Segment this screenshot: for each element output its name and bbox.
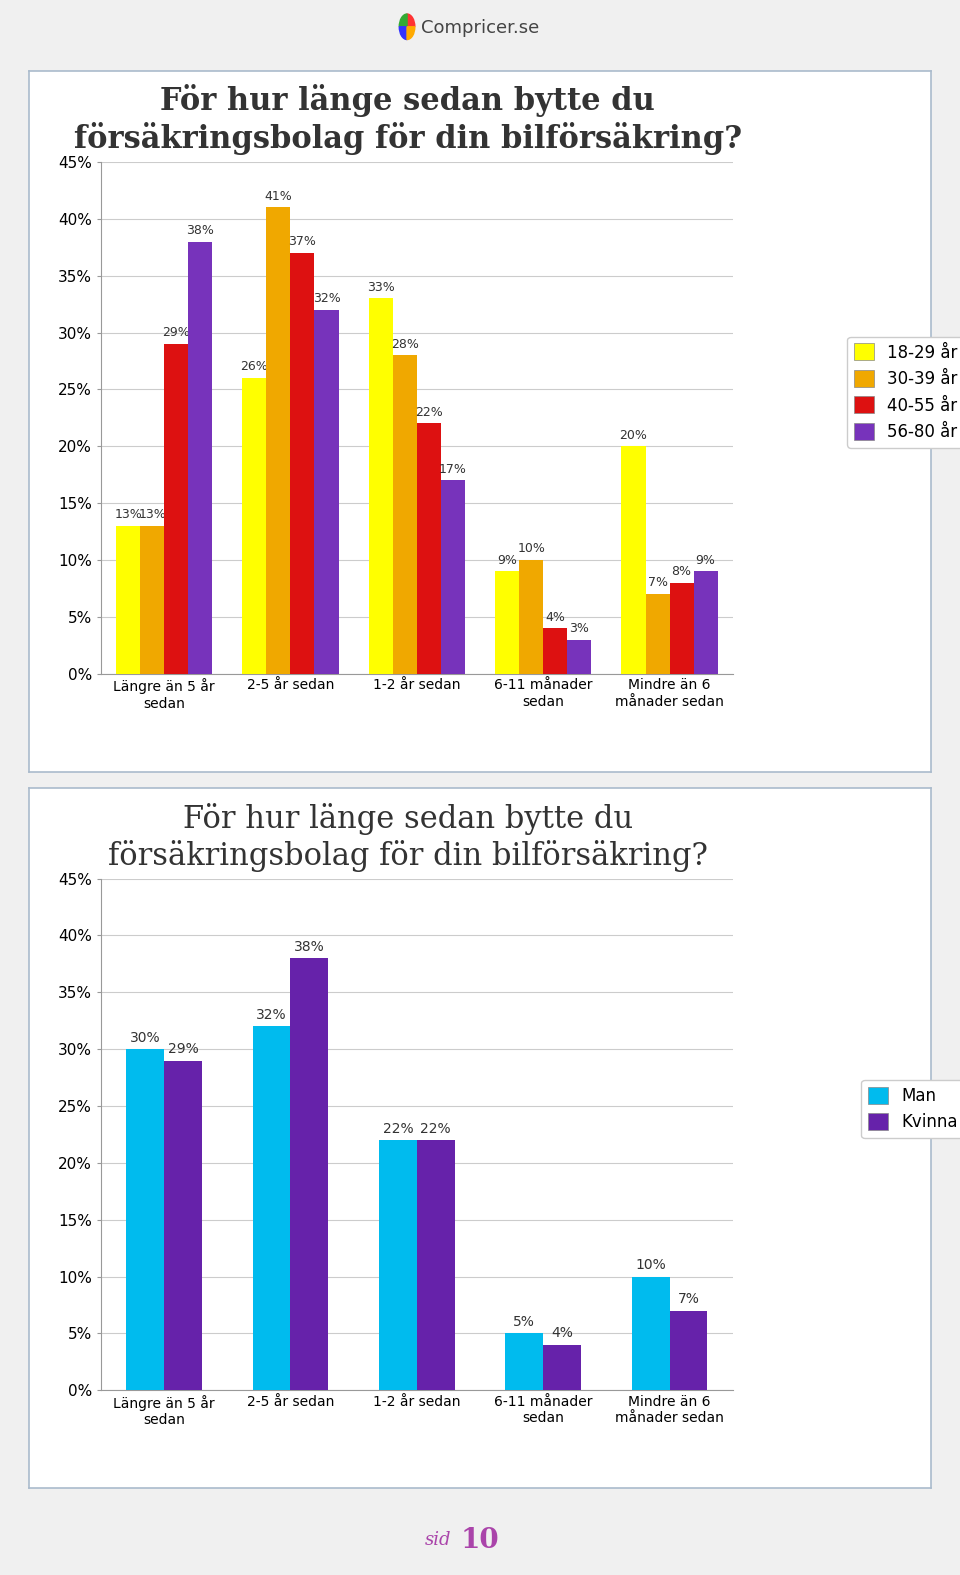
- Bar: [645, 594, 669, 674]
- Text: 29%: 29%: [162, 326, 190, 339]
- Text: 32%: 32%: [313, 293, 341, 306]
- Text: 28%: 28%: [391, 337, 419, 351]
- Text: 10%: 10%: [636, 1258, 666, 1273]
- Bar: [505, 1334, 543, 1391]
- Bar: [243, 378, 267, 674]
- Text: 29%: 29%: [168, 1043, 199, 1055]
- Text: 20%: 20%: [619, 428, 647, 441]
- Text: 13%: 13%: [138, 509, 166, 521]
- Bar: [543, 628, 567, 674]
- Bar: [164, 1060, 202, 1391]
- Text: 7%: 7%: [678, 1292, 700, 1306]
- Bar: [543, 1345, 581, 1391]
- Text: 38%: 38%: [294, 940, 324, 953]
- Bar: [116, 526, 140, 674]
- Text: För hur länge sedan bytte du
försäkringsbolag för din bilförsäkring?: För hur länge sedan bytte du försäkrings…: [74, 83, 742, 154]
- Text: 10%: 10%: [517, 542, 545, 556]
- Wedge shape: [399, 14, 407, 27]
- Text: 41%: 41%: [265, 191, 293, 203]
- Bar: [417, 424, 441, 674]
- Text: 7%: 7%: [647, 576, 667, 589]
- Bar: [188, 241, 212, 674]
- Wedge shape: [407, 27, 415, 39]
- Text: 10: 10: [461, 1526, 499, 1555]
- Bar: [393, 356, 417, 674]
- Bar: [315, 310, 339, 674]
- Text: 22%: 22%: [383, 1121, 413, 1136]
- Bar: [164, 343, 188, 674]
- Bar: [369, 298, 393, 674]
- Text: 22%: 22%: [415, 406, 443, 419]
- Text: 38%: 38%: [186, 224, 214, 236]
- Text: 9%: 9%: [696, 554, 715, 567]
- Text: För hur länge sedan bytte du
försäkringsbolag för din bilförsäkring?: För hur länge sedan bytte du försäkrings…: [108, 803, 708, 871]
- Bar: [291, 958, 328, 1391]
- Text: sid: sid: [424, 1531, 451, 1550]
- Legend: Man, Kvinna: Man, Kvinna: [861, 1080, 960, 1137]
- Bar: [693, 572, 717, 674]
- Bar: [632, 1277, 669, 1391]
- Bar: [140, 526, 164, 674]
- Text: 37%: 37%: [289, 235, 317, 249]
- Text: 26%: 26%: [241, 361, 269, 373]
- Text: 4%: 4%: [551, 1326, 573, 1340]
- Legend: 18-29 år, 30-39 år, 40-55 år, 56-80 år: 18-29 år, 30-39 år, 40-55 år, 56-80 år: [848, 337, 960, 447]
- Bar: [519, 561, 543, 674]
- Bar: [669, 1310, 708, 1391]
- Bar: [267, 208, 291, 674]
- Wedge shape: [399, 27, 407, 39]
- Bar: [495, 572, 519, 674]
- Wedge shape: [407, 14, 415, 27]
- Text: 5%: 5%: [514, 1315, 535, 1329]
- Bar: [441, 480, 465, 674]
- Bar: [291, 254, 315, 674]
- Bar: [417, 1140, 455, 1391]
- Text: 32%: 32%: [256, 1008, 287, 1022]
- Bar: [669, 583, 693, 674]
- Bar: [621, 446, 645, 674]
- Bar: [379, 1140, 417, 1391]
- Text: 3%: 3%: [569, 622, 589, 635]
- Text: Compricer.se: Compricer.se: [420, 19, 540, 38]
- Bar: [127, 1049, 164, 1391]
- Text: 17%: 17%: [439, 463, 467, 476]
- Text: 30%: 30%: [130, 1030, 160, 1044]
- Text: 4%: 4%: [545, 611, 565, 624]
- Text: 9%: 9%: [497, 554, 517, 567]
- Bar: [252, 1027, 291, 1391]
- Text: 8%: 8%: [671, 565, 691, 578]
- Text: 22%: 22%: [420, 1121, 451, 1136]
- Bar: [567, 639, 591, 674]
- Text: 33%: 33%: [367, 280, 395, 295]
- Text: 13%: 13%: [114, 509, 142, 521]
